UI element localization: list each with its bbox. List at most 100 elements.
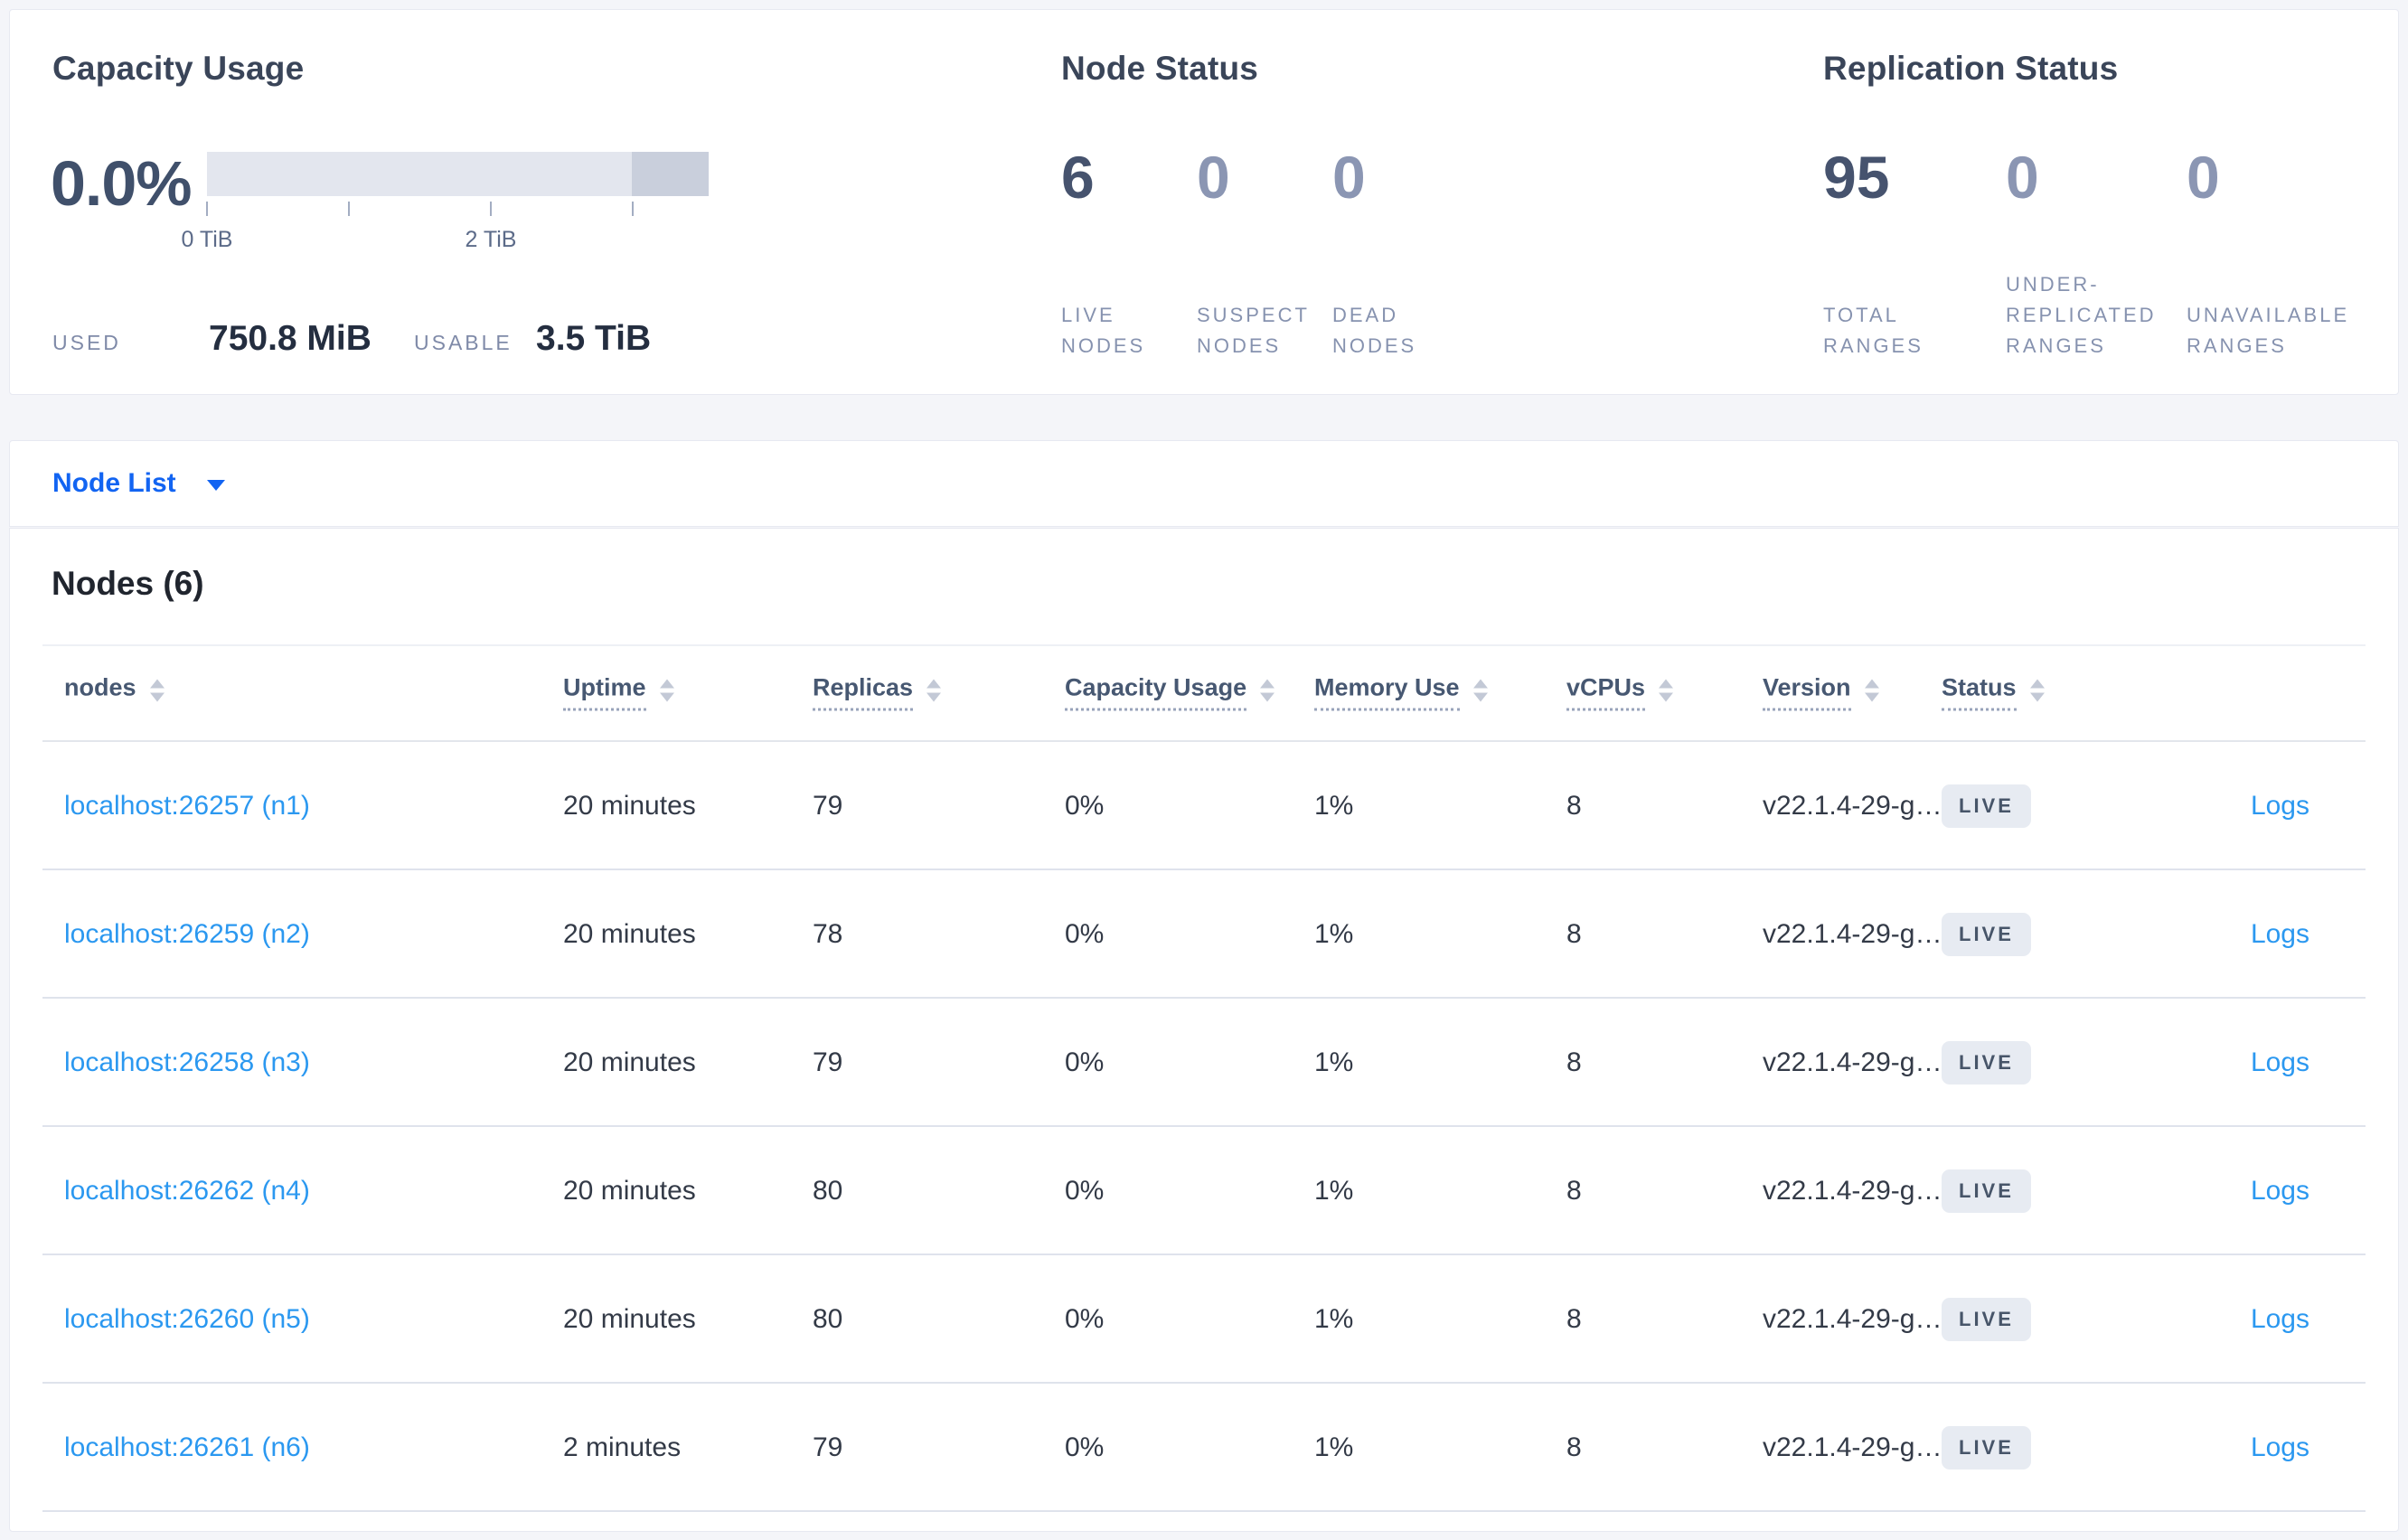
under-replicated-ranges-value: 0 (2006, 144, 2039, 211)
sort-icon (1472, 679, 1488, 702)
node-list-dropdown-label: Node List (52, 468, 176, 498)
used-value: 750.8 MiB (209, 319, 372, 358)
memory-use-cell: 1% (1314, 791, 1354, 821)
unavailable-ranges-value: 0 (2187, 144, 2220, 211)
version-cell: v22.1.4-29-g… (1763, 1176, 1942, 1206)
vcpus-cell: 8 (1566, 1432, 1582, 1462)
used-label: USED (52, 331, 121, 354)
divider (42, 1510, 2366, 1512)
status-badge: LIVE (1942, 1298, 2031, 1341)
sort-icon (927, 679, 942, 702)
capacity-usage-cell: 0% (1065, 1304, 1105, 1334)
nodes-heading: Nodes (6) (52, 565, 204, 602)
table-row: localhost:26257 (n1) 20 minutes 79 0% 1%… (10, 742, 2398, 870)
table-row: localhost:26262 (n4) 20 minutes 80 0% 1%… (10, 1127, 2398, 1255)
replicas-cell: 79 (813, 1432, 843, 1462)
capacity-usage-title: Capacity Usage (52, 50, 305, 87)
replicas-cell: 80 (813, 1176, 843, 1206)
uptime-cell: 20 minutes (563, 919, 696, 949)
status-badge: LIVE (1942, 784, 2031, 828)
status-badge: LIVE (1942, 1169, 2031, 1213)
memory-use-cell: 1% (1314, 1304, 1354, 1334)
vcpus-cell: 8 (1566, 1047, 1582, 1077)
logs-link[interactable]: Logs (2250, 919, 2309, 949)
sort-icon (1864, 679, 1879, 702)
vcpus-cell: 8 (1566, 1304, 1582, 1334)
unavailable-ranges-label: UNAVAILABLE RANGES (2187, 304, 2350, 357)
logs-link[interactable]: Logs (2250, 1432, 2309, 1462)
column-header-status[interactable]: Status (1942, 674, 2045, 711)
replicas-cell: 79 (813, 1047, 843, 1077)
capacity-usage-cell: 0% (1065, 1432, 1105, 1462)
replication-status-stats: 95 TOTAL RANGES 0 UNDER-REPLICATED RANGE… (1823, 147, 2381, 362)
capacity-percent-value: 0.0% (51, 148, 193, 219)
divider (42, 740, 2366, 742)
node-link[interactable]: localhost:26259 (n2) (64, 919, 310, 949)
table-row: localhost:26258 (n3) 20 minutes 79 0% 1%… (10, 999, 2398, 1127)
divider (42, 644, 2366, 646)
table-row: localhost:26259 (n2) 20 minutes 78 0% 1%… (10, 870, 2398, 999)
total-ranges-label: TOTAL RANGES (1823, 304, 1924, 357)
replicas-cell: 80 (813, 1304, 843, 1334)
sort-icon (2029, 679, 2045, 702)
logs-link[interactable]: Logs (2250, 1047, 2309, 1077)
sort-icon (149, 679, 165, 702)
memory-use-cell: 1% (1314, 1047, 1354, 1077)
axis-tick (206, 202, 208, 216)
view-selector-bar: Node List (9, 440, 2399, 527)
node-link[interactable]: localhost:26261 (n6) (64, 1432, 310, 1462)
capacity-usage-cell: 0% (1065, 791, 1105, 821)
replication-status-title: Replication Status (1823, 50, 2119, 87)
node-link[interactable]: localhost:26257 (n1) (64, 791, 310, 821)
uptime-cell: 20 minutes (563, 791, 696, 821)
status-badge: LIVE (1942, 1041, 2031, 1085)
suspect-nodes-label: SUSPECT NODES (1197, 304, 1310, 357)
usable-value: 3.5 TiB (536, 319, 652, 358)
node-list-dropdown[interactable]: Node List (52, 441, 225, 526)
dead-nodes-value: 0 (1332, 144, 1366, 211)
node-link[interactable]: localhost:26258 (n3) (64, 1047, 310, 1077)
node-link[interactable]: localhost:26260 (n5) (64, 1304, 310, 1334)
node-link[interactable]: localhost:26262 (n4) (64, 1176, 310, 1206)
column-header-version[interactable]: Version (1763, 674, 1879, 711)
version-cell: v22.1.4-29-g… (1763, 1047, 1942, 1077)
vcpus-cell: 8 (1566, 791, 1582, 821)
sort-icon (1659, 679, 1674, 702)
table-row: localhost:26260 (n5) 20 minutes 80 0% 1%… (10, 1255, 2398, 1384)
live-nodes-label: LIVE NODES (1061, 304, 1146, 357)
column-header-nodes[interactable]: nodes (64, 674, 165, 711)
column-header-memory-use[interactable]: Memory Use (1314, 674, 1488, 711)
live-nodes-value: 6 (1061, 144, 1095, 211)
capacity-usage-cell: 0% (1065, 919, 1105, 949)
axis-tick-label-0: 0 TiB (181, 227, 233, 252)
logs-link[interactable]: Logs (2250, 1176, 2309, 1206)
axis-tick (348, 202, 350, 216)
memory-use-cell: 1% (1314, 1176, 1354, 1206)
usable-label: USABLE (414, 331, 513, 354)
uptime-cell: 20 minutes (563, 1047, 696, 1077)
logs-link[interactable]: Logs (2250, 791, 2309, 821)
chevron-down-icon (206, 480, 225, 491)
memory-use-cell: 1% (1314, 919, 1354, 949)
version-cell: v22.1.4-29-g… (1763, 1304, 1942, 1334)
under-replicated-ranges-label: UNDER-REPLICATED RANGES (2006, 273, 2157, 357)
uptime-cell: 2 minutes (563, 1432, 682, 1462)
logs-link[interactable]: Logs (2250, 1304, 2309, 1334)
column-header-vcpus[interactable]: vCPUs (1566, 674, 1674, 711)
memory-use-cell: 1% (1314, 1432, 1354, 1462)
total-ranges-stat: 95 TOTAL RANGES (1823, 147, 2006, 362)
cluster-summary-card: Capacity Usage 0.0% 0 TiB 2 TiB USED 750… (9, 9, 2399, 395)
node-status-stats: 6 LIVE NODES 0 SUSPECT NODES 0 DEAD NODE… (1061, 147, 1477, 362)
sort-icon (659, 679, 674, 702)
sort-icon (1260, 679, 1275, 702)
status-badge: LIVE (1942, 1426, 2031, 1470)
column-header-capacity-usage[interactable]: Capacity Usage (1065, 674, 1275, 711)
column-header-replicas[interactable]: Replicas (813, 674, 942, 711)
total-ranges-value: 95 (1823, 144, 1890, 211)
column-header-uptime[interactable]: Uptime (563, 674, 674, 711)
suspect-nodes-stat: 0 SUSPECT NODES (1197, 147, 1332, 362)
capacity-usage-cell: 0% (1065, 1176, 1105, 1206)
capacity-bar-remainder-segment (632, 152, 709, 196)
divider (42, 869, 2366, 870)
vcpus-cell: 8 (1566, 919, 1582, 949)
